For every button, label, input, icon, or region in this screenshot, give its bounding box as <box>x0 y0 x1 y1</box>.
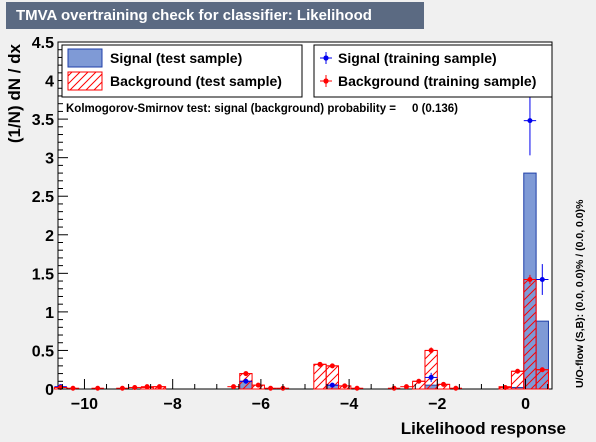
legend-background-test-swatch <box>68 72 102 90</box>
legend-background-test-label: Background (test sample) <box>110 73 282 89</box>
background-test-bar-13 <box>524 280 536 389</box>
x-tick-label-2: −6 <box>252 396 270 413</box>
x-tick-label-4: −2 <box>428 396 446 413</box>
legend-background-train-label: Background (training sample) <box>338 73 536 89</box>
y-tick-label-3: 1.5 <box>32 266 54 283</box>
y-axis-label: (1/N) dN / dx <box>5 43 24 143</box>
overflow-text: U/O-flow (S,B): (0.0, 0.0)% / (0.0, 0.0)… <box>574 199 586 388</box>
x-tick-label-1: −8 <box>164 396 182 413</box>
background-test-bar-12 <box>511 371 523 389</box>
background-test-bar-14 <box>536 370 548 389</box>
y-tick-label-7: 3.5 <box>32 112 54 129</box>
ks-test-text: Kolmogorov-Smirnov test: signal (backgro… <box>66 103 458 115</box>
y-tick-label-8: 4 <box>45 74 54 91</box>
y-tick-label-4: 2 <box>45 228 54 245</box>
y-tick-label-2: 1 <box>45 305 54 322</box>
y-tick-label-6: 3 <box>45 151 54 168</box>
y-tick-label-0: 0 <box>45 382 54 399</box>
x-tick-label-0: −10 <box>71 396 98 413</box>
legend-signal-test-label: Signal (test sample) <box>110 50 242 66</box>
y-tick-label-9: 4.5 <box>32 35 54 52</box>
legend-signal-train-label: Signal (training sample) <box>338 50 497 66</box>
y-tick-label-1: 0.5 <box>32 343 54 360</box>
x-tick-label-3: −4 <box>340 396 358 413</box>
x-tick-label-5: 0 <box>521 396 530 413</box>
x-axis-label: Likelihood response <box>401 419 566 438</box>
y-tick-label-5: 2.5 <box>32 189 54 206</box>
background-test-bar-5 <box>314 364 326 389</box>
background-test-bar-9 <box>425 350 437 389</box>
legend-signal-test-swatch <box>68 49 102 67</box>
